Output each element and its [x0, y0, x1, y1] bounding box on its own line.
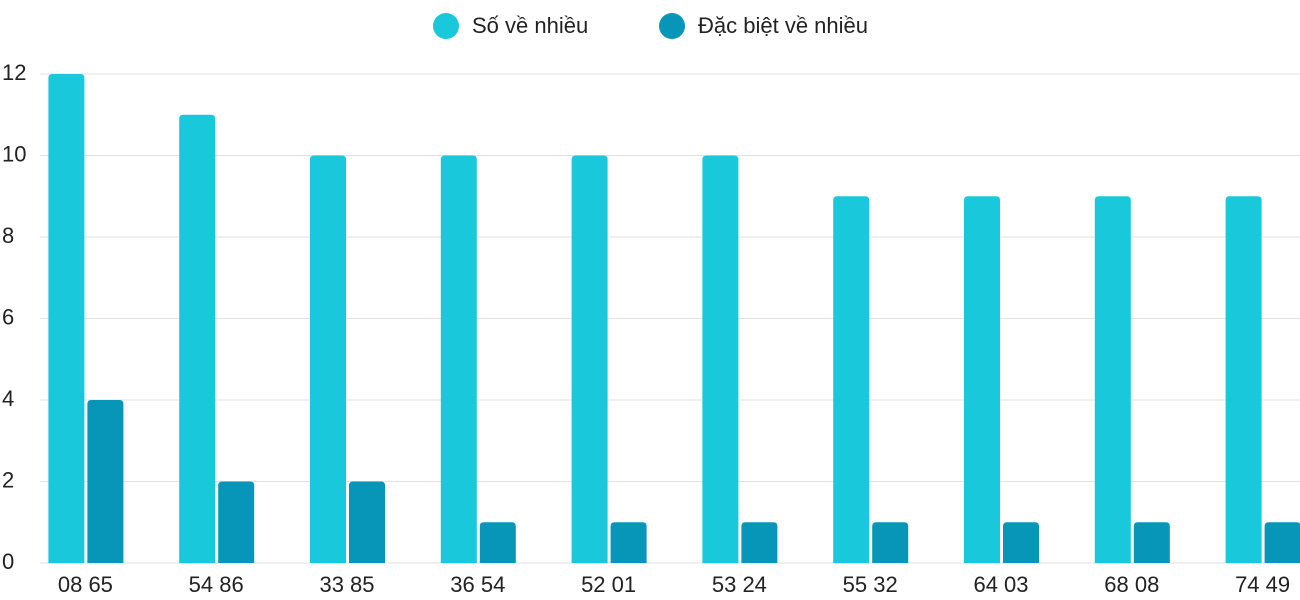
x-tick-label: 54 86: [189, 572, 244, 597]
bar: [741, 522, 778, 563]
x-tick-label: 53 24: [712, 572, 767, 597]
bar: [1133, 522, 1170, 563]
bar: [610, 522, 647, 563]
x-tick-label: 33 85: [319, 572, 374, 597]
bar: [479, 522, 516, 563]
bar: [964, 196, 1000, 563]
legend-label: Số về nhiều: [472, 13, 588, 38]
bar: [1264, 522, 1300, 563]
bar: [218, 481, 255, 563]
legend-marker: [433, 13, 459, 39]
x-tick-label: 08 65: [58, 572, 113, 597]
legend-label: Đặc biệt về nhiều: [698, 13, 868, 38]
bar: [349, 481, 385, 563]
y-tick-label: 0: [2, 549, 14, 574]
y-tick-label: 8: [2, 223, 14, 248]
bar: [1003, 522, 1039, 563]
bar: [833, 196, 870, 563]
y-tick-label: 10: [2, 141, 26, 166]
bar: [310, 155, 346, 563]
legend-marker: [659, 13, 685, 39]
x-tick-label: 52 01: [581, 572, 636, 597]
x-tick-label: 55 32: [843, 572, 898, 597]
bar: [179, 114, 216, 563]
bar: [48, 74, 85, 563]
y-tick-label: 12: [2, 60, 26, 85]
bar: [1094, 196, 1131, 563]
y-tick-label: 2: [2, 467, 14, 492]
y-tick-label: 4: [2, 386, 14, 411]
x-tick-label: 36 54: [450, 572, 505, 597]
bar: [872, 522, 909, 563]
x-tick-label: 74 49: [1235, 572, 1290, 597]
bar: [1225, 196, 1262, 563]
bar: [702, 155, 739, 563]
bar: [440, 155, 477, 563]
y-tick-label: 6: [2, 304, 14, 329]
x-tick-label: 64 03: [973, 572, 1028, 597]
bar: [571, 155, 608, 563]
bar: [87, 400, 124, 563]
x-tick-label: 68 08: [1104, 572, 1159, 597]
